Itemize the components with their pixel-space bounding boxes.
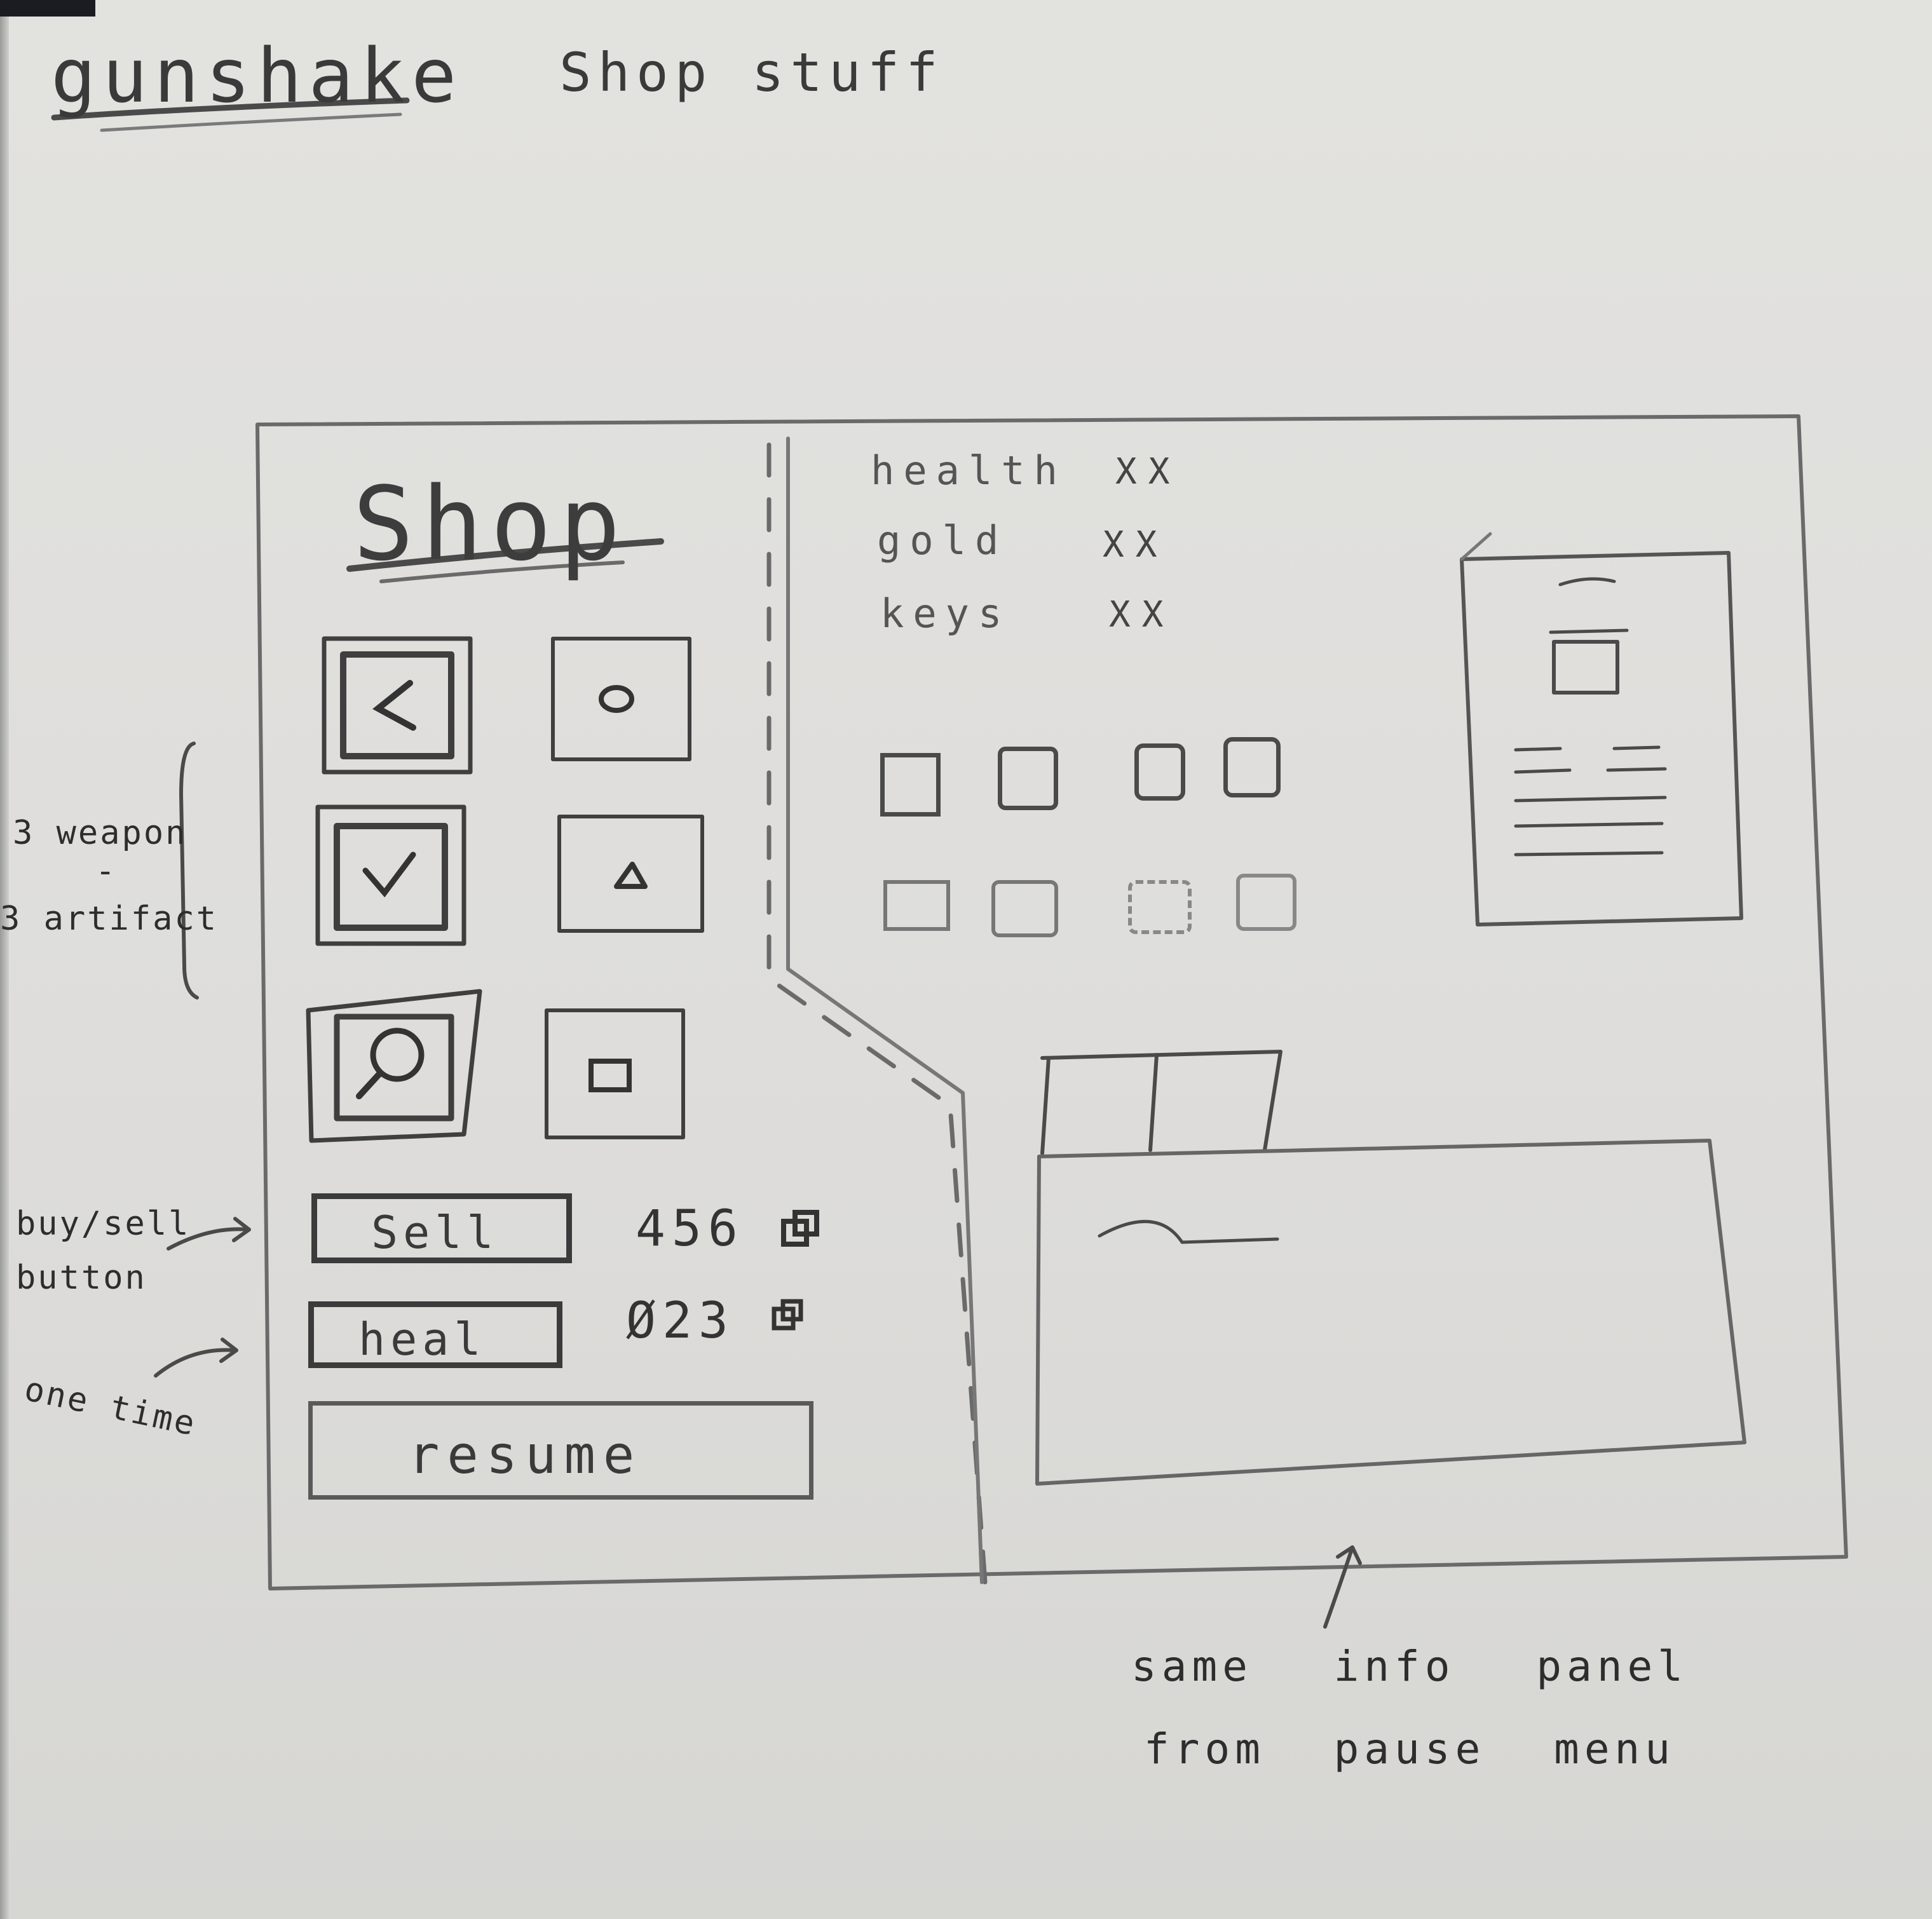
inventory-slot[interactable] <box>1223 737 1281 797</box>
weapon-slot-2[interactable] <box>318 807 464 944</box>
magnifier-icon <box>356 1027 425 1099</box>
heal-button[interactable]: heal <box>308 1301 562 1368</box>
gold-label: gold <box>877 517 1008 564</box>
inventory-slot[interactable] <box>991 880 1058 937</box>
page-corner-shadow <box>0 0 95 17</box>
health-label: health <box>871 447 1066 494</box>
weapon-slot-3[interactable] <box>308 994 480 1141</box>
shop-title: Shop <box>353 464 629 583</box>
inventory-slot[interactable] <box>998 747 1058 810</box>
annotation-info-panel-line1: same info panel <box>1131 1642 1689 1691</box>
annotation-buy-sell-line2: button <box>16 1259 147 1297</box>
artifact-slot-1[interactable] <box>553 639 690 759</box>
inventory-slot[interactable] <box>1236 874 1296 931</box>
keys-value: XX <box>1109 594 1175 635</box>
inventory-slot[interactable] <box>1134 743 1185 801</box>
app-title: gunshake <box>51 32 463 119</box>
inventory-slot[interactable] <box>1128 880 1192 934</box>
annotation-weapon-line2: - <box>95 852 118 890</box>
triangle-icon <box>614 862 648 889</box>
artifact-slot-2[interactable] <box>559 817 702 931</box>
heal-button-label: heal <box>358 1313 486 1366</box>
coin-icon <box>781 1210 819 1247</box>
resume-button-label: resume <box>408 1425 643 1486</box>
weapon-slot-1[interactable] <box>324 639 470 772</box>
gold-value: XX <box>1103 524 1169 566</box>
info-panel-tab-1[interactable] <box>1045 1055 1157 1150</box>
annotation-artifact-line: 3 artifact <box>0 900 219 938</box>
sell-price: 456 <box>636 1200 744 1258</box>
inventory-slot[interactable] <box>883 880 950 931</box>
health-value: XX <box>1115 451 1181 492</box>
resume-button[interactable]: resume <box>308 1401 813 1500</box>
info-panel-tab-2[interactable] <box>1157 1055 1274 1150</box>
checkmark-icon <box>362 851 416 898</box>
sell-button-label: Sell <box>371 1207 499 1259</box>
page-binding <box>0 0 9 1919</box>
page-subtitle: Shop stuff <box>559 41 944 104</box>
keys-label: keys <box>880 590 1011 637</box>
coin-icon <box>772 1299 803 1331</box>
annotation-info-panel-line2: from pause menu <box>1144 1725 1676 1773</box>
sell-button[interactable]: Sell <box>311 1193 572 1263</box>
chevron-left-icon <box>372 680 416 731</box>
square-icon <box>588 1059 632 1092</box>
inventory-slot[interactable] <box>880 753 941 817</box>
annotation-weapon-line1: 3 weapon <box>13 814 187 852</box>
heal-price: Ø23 <box>626 1292 735 1350</box>
item-detail-card <box>1462 559 1738 921</box>
info-panel <box>1042 1156 1735 1474</box>
annotation-buy-sell-line1: buy/sell <box>16 1205 191 1243</box>
artifact-slot-3[interactable] <box>547 1010 683 1137</box>
circle-icon <box>599 685 634 713</box>
